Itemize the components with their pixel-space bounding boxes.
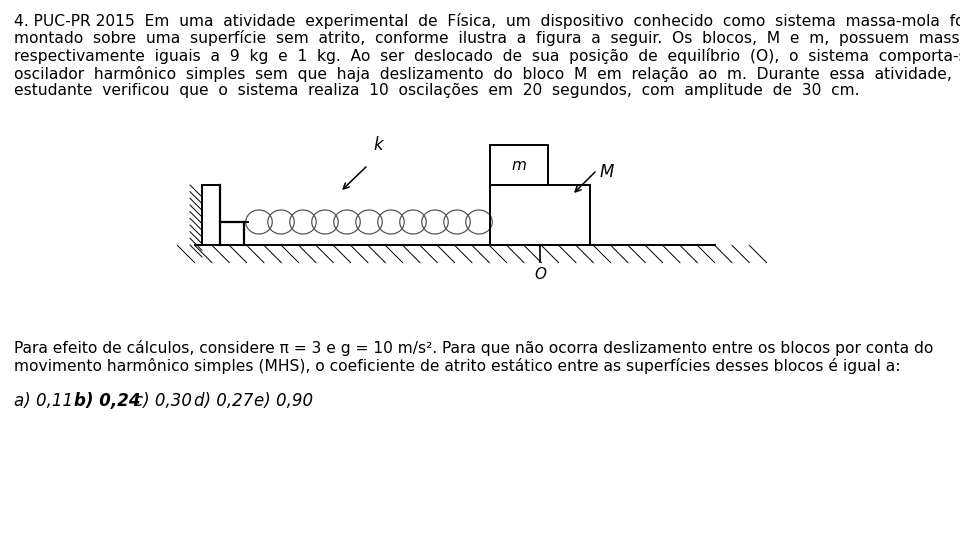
Text: respectivamente  iguais  a  9  kg  e  1  kg.  Ao  ser  deslocado  de  sua  posiç: respectivamente iguais a 9 kg e 1 kg. Ao… (14, 48, 960, 64)
Text: montado  sobre  uma  superfície  sem  atrito,  conforme  ilustra  a  figura  a  : montado sobre uma superfície sem atrito,… (14, 30, 960, 46)
Text: a) 0,11: a) 0,11 (14, 392, 73, 410)
Text: k: k (373, 136, 383, 154)
Text: d) 0,27: d) 0,27 (194, 392, 253, 410)
Text: c) 0,30: c) 0,30 (134, 392, 192, 410)
Text: M: M (600, 163, 614, 181)
Text: O: O (534, 267, 546, 282)
Text: movimento harmônico simples (MHS), o coeficiente de atrito estático entre as sup: movimento harmônico simples (MHS), o coe… (14, 358, 900, 374)
Text: estudante  verificou  que  o  sistema  realiza  10  oscilações  em  20  segundos: estudante verificou que o sistema realiz… (14, 83, 859, 98)
Text: oscilador  harmônico  simples  sem  que  haja  deslizamento  do  bloco  M  em  r: oscilador harmônico simples sem que haja… (14, 65, 960, 82)
Text: Para efeito de cálculos, considere π = 3 e g = 10 m/s². Para que não ocorra desl: Para efeito de cálculos, considere π = 3… (14, 340, 933, 356)
Text: 4. PUC-PR 2015  Em  uma  atividade  experimental  de  Física,  um  dispositivo  : 4. PUC-PR 2015 Em uma atividade experime… (14, 13, 960, 29)
Text: b) 0,24: b) 0,24 (74, 392, 140, 410)
Text: m: m (512, 158, 526, 172)
Text: e) 0,90: e) 0,90 (254, 392, 313, 410)
